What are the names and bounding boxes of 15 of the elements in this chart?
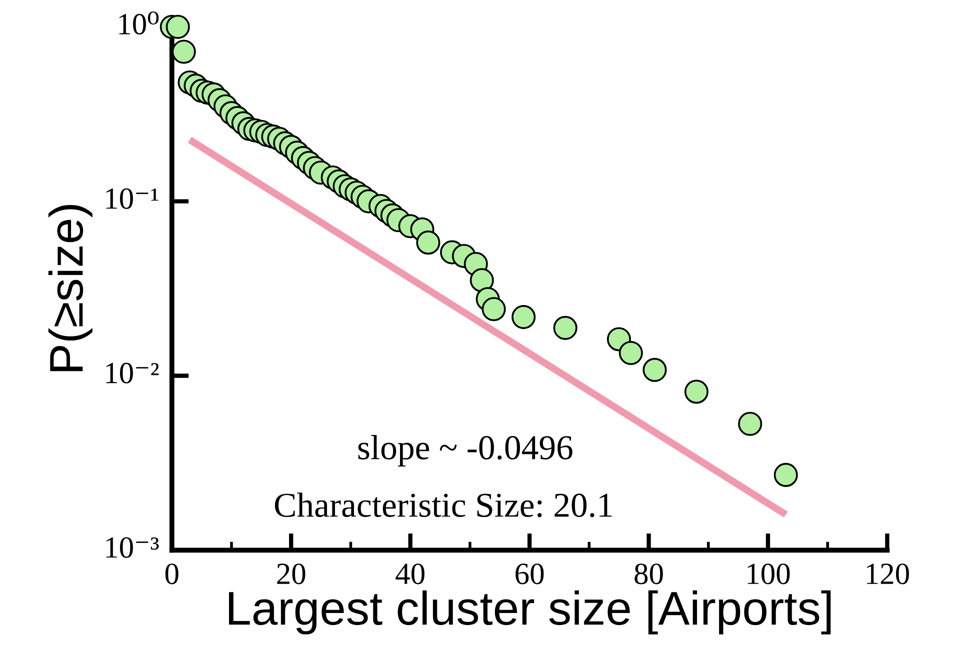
x-tick-label: 60 xyxy=(516,564,544,584)
x-axis-title: Largest cluster size [Airports] xyxy=(229,590,831,634)
x-tick-label: 20 xyxy=(277,564,306,584)
y-tick-label: 10⁻² xyxy=(106,362,159,384)
annotation: Characteristic Size: 20.1 xyxy=(274,492,612,518)
y-axis-title: P(≥size) xyxy=(48,205,92,372)
x-tick-label: 120 xyxy=(866,564,909,584)
y-tick-label: 10⁻¹ xyxy=(106,188,158,209)
y-tick-label: 10⁰ xyxy=(119,12,159,35)
x-tick-label: 0 xyxy=(165,564,178,584)
annotation: slope ~ -0.0496 xyxy=(358,435,572,467)
x-tick-label: 80 xyxy=(634,564,663,584)
x-tick-label: 40 xyxy=(396,564,424,584)
x-tick-label: 100 xyxy=(748,564,790,584)
y-tick-label: 10⁻³ xyxy=(106,537,159,558)
